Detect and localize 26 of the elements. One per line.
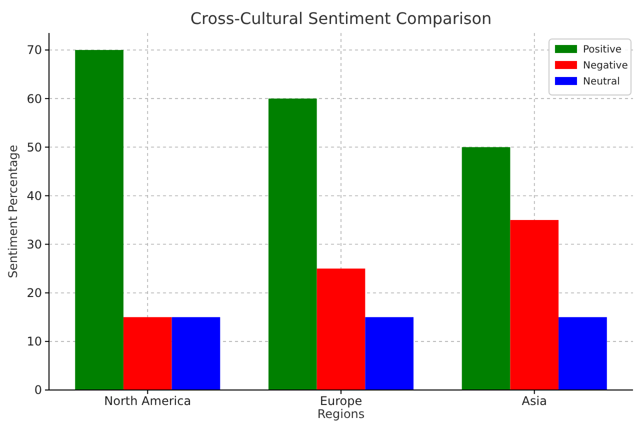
legend-label: Neutral xyxy=(583,76,620,88)
x-axis-title: Regions xyxy=(317,407,365,421)
y-tick-label: 0 xyxy=(34,383,42,398)
y-axis-title: Sentiment Percentage xyxy=(6,144,20,278)
y-tick-label: 50 xyxy=(26,140,42,154)
bar xyxy=(316,268,366,390)
y-tick-label: 30 xyxy=(26,237,42,252)
x-tick-label: North America xyxy=(104,394,192,408)
x-tick-label: Europe xyxy=(320,394,362,408)
y-tick-label: 70 xyxy=(26,43,42,58)
legend-label: Positive xyxy=(583,44,622,56)
bar xyxy=(75,50,124,390)
chart-title: Cross-Cultural Sentiment Comparison xyxy=(190,9,492,28)
bar xyxy=(365,317,414,390)
y-tick-label: 20 xyxy=(26,286,42,300)
bar xyxy=(172,317,220,390)
bar xyxy=(558,317,607,390)
x-tick-label: Asia xyxy=(522,394,547,408)
legend-label: Negative xyxy=(583,60,628,72)
y-tick-label: 40 xyxy=(26,188,42,203)
bar xyxy=(123,317,172,390)
bar xyxy=(462,147,510,390)
bar xyxy=(268,98,317,390)
y-tick-label: 60 xyxy=(26,92,42,106)
y-tick-label: 10 xyxy=(26,334,42,349)
bar xyxy=(510,220,559,390)
